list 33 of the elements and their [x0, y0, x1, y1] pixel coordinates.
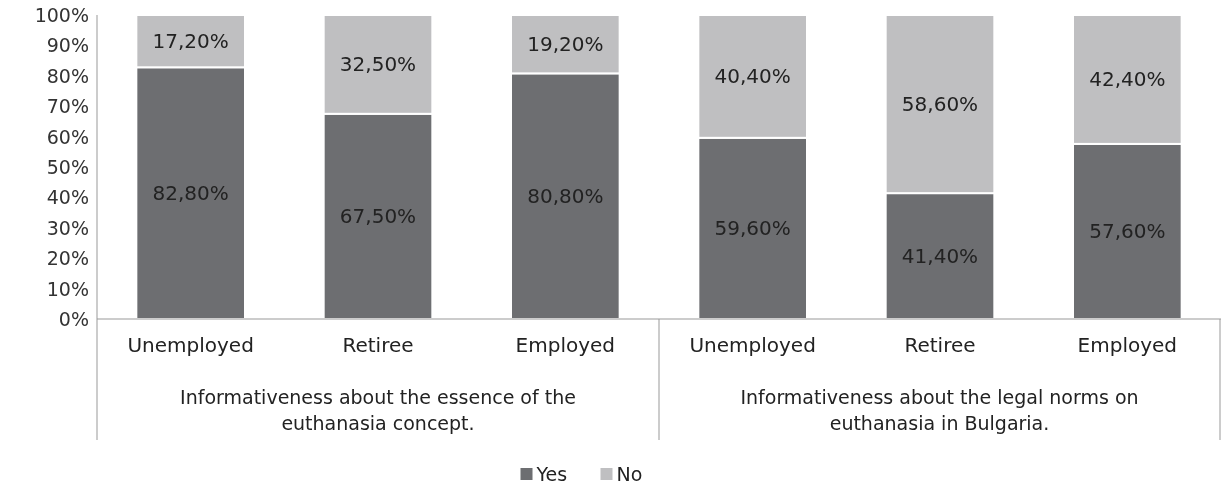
data-label: 41,40% — [901, 244, 979, 269]
x-tick-label: Retiree — [904, 333, 976, 357]
y-tick-label: 40% — [46, 186, 89, 209]
y-tick-label: 90% — [46, 34, 89, 57]
data-label: 80,80% — [527, 184, 604, 209]
y-tick-label: 0% — [58, 308, 89, 330]
x-tick-label: Unemployed — [689, 333, 816, 357]
data-label: 32,50% — [339, 52, 417, 77]
text: Informativeness about the essence of the euthanasia concept. — [180, 386, 576, 434]
legend-label: Yes — [535, 463, 568, 485]
x-tick-label: Employed — [515, 333, 616, 357]
data-label: 17,20% — [152, 29, 229, 54]
data-label: 42,40% — [1089, 67, 1166, 92]
x-tick-label: Employed — [1077, 333, 1178, 357]
text: Informativeness about the legal norms on euthanasia in Bulgaria. — [740, 386, 1139, 434]
y-tick-label: 50% — [46, 156, 89, 178]
y-tick-label: 30% — [46, 216, 89, 239]
legend-label: No — [616, 463, 643, 485]
y-tick-label: 60% — [46, 125, 89, 148]
x-tick-label: Retiree — [342, 333, 414, 357]
data-label: 19,20% — [527, 32, 604, 57]
data-label: 59,60% — [714, 216, 791, 241]
y-tick-label: 20% — [46, 247, 89, 270]
data-label: 82,80% — [152, 181, 229, 206]
y-tick-label: 70% — [46, 95, 89, 118]
data-label: 57,60% — [1089, 219, 1166, 244]
data-label: 67,50% — [339, 204, 417, 229]
x-tick-label: Unemployed — [127, 333, 254, 357]
y-tick-label: 100% — [34, 4, 89, 26]
data-label: 58,60% — [901, 92, 979, 117]
y-tick-label: 80% — [46, 64, 89, 87]
data-label: 40,40% — [714, 64, 791, 89]
y-tick-label: 10% — [46, 277, 89, 300]
